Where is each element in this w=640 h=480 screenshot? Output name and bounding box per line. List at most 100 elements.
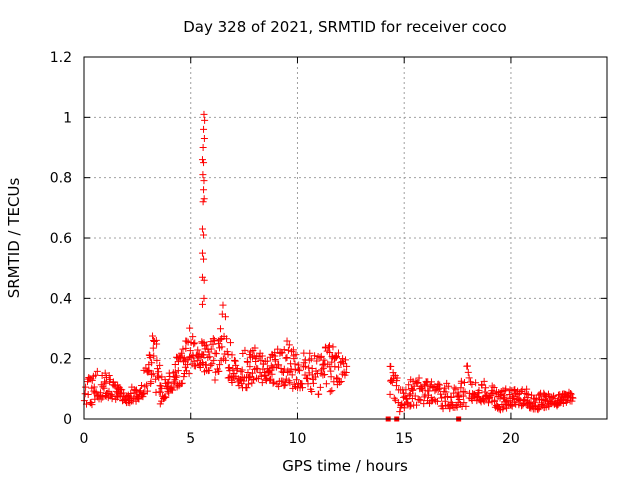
data-point	[180, 373, 188, 381]
data-point	[465, 374, 473, 382]
data-point	[524, 391, 532, 399]
data-point	[342, 356, 350, 364]
data-point	[288, 348, 296, 356]
data-point	[143, 387, 151, 395]
data-point	[433, 397, 441, 405]
data-point	[331, 363, 339, 371]
data-point	[88, 401, 96, 409]
data-point	[414, 378, 422, 386]
data-point	[205, 366, 213, 374]
data-point	[505, 391, 513, 399]
data-point	[455, 396, 463, 404]
data-point	[413, 401, 421, 409]
data-point	[81, 390, 89, 398]
data-point	[316, 383, 324, 391]
data-points	[80, 110, 577, 422]
data-point	[268, 370, 276, 378]
data-point	[179, 345, 187, 353]
data-point	[200, 159, 208, 167]
data-point	[441, 384, 449, 392]
data-point	[186, 324, 194, 332]
data-point	[203, 341, 211, 349]
data-point	[326, 388, 334, 396]
data-point	[430, 396, 438, 404]
data-point	[178, 379, 186, 387]
data-point	[270, 378, 278, 386]
data-point	[207, 345, 215, 353]
data-point	[405, 391, 413, 399]
data-point	[328, 387, 336, 395]
data-point	[280, 365, 288, 373]
data-point	[149, 344, 157, 352]
data-point	[82, 383, 90, 391]
data-point	[491, 396, 499, 404]
data-point	[210, 336, 218, 344]
data-point	[311, 352, 319, 360]
data-point	[198, 273, 206, 281]
data-point	[453, 403, 461, 411]
data-point	[421, 382, 429, 390]
data-point	[228, 351, 236, 359]
data-point	[460, 399, 468, 407]
data-point	[569, 394, 577, 402]
data-point	[457, 384, 465, 392]
data-point	[444, 392, 452, 400]
x-tick-label: 10	[289, 431, 307, 447]
data-point	[510, 386, 518, 394]
data-point	[222, 356, 230, 364]
data-point	[134, 394, 142, 402]
data-point	[405, 381, 413, 389]
data-point	[211, 376, 219, 384]
data-point	[275, 361, 283, 369]
data-point	[221, 313, 229, 321]
data-point	[326, 342, 334, 350]
data-point	[512, 400, 520, 408]
data-point	[329, 343, 337, 351]
y-tick-label: 0.2	[50, 352, 72, 368]
data-point	[283, 337, 291, 345]
data-point	[308, 387, 316, 395]
data-point	[461, 388, 469, 396]
data-point	[317, 352, 325, 360]
x-tick-label: 20	[502, 431, 520, 447]
data-point	[153, 356, 161, 364]
data-point	[280, 382, 288, 390]
data-point	[500, 392, 508, 400]
data-point	[266, 375, 274, 383]
data-point	[144, 368, 152, 376]
data-point	[263, 357, 271, 365]
data-point	[327, 373, 335, 381]
data-point	[189, 352, 197, 360]
data-point	[248, 353, 256, 361]
data-point	[406, 390, 414, 398]
data-point	[200, 276, 208, 284]
data-point	[413, 379, 421, 387]
axis-ticks: 0 0.2 0.4 0.6 0.8 1 1.2 0 5 10 15 20	[50, 50, 607, 447]
data-point	[244, 369, 252, 377]
y-tick-label: 1.2	[50, 50, 72, 66]
data-point	[245, 380, 253, 388]
data-point	[271, 357, 279, 365]
data-point	[216, 361, 224, 369]
data-point	[295, 361, 303, 369]
data-point	[232, 361, 240, 369]
data-point	[396, 408, 404, 416]
data-point	[321, 370, 329, 378]
data-point	[568, 397, 576, 405]
data-point	[216, 336, 224, 344]
data-point	[563, 393, 571, 401]
data-point	[169, 386, 177, 394]
data-point	[283, 353, 291, 361]
data-point	[337, 378, 345, 386]
data-point	[285, 341, 293, 349]
data-point	[287, 365, 295, 373]
data-point	[326, 348, 334, 356]
data-point	[269, 379, 277, 387]
data-point	[145, 367, 153, 375]
data-point	[199, 171, 207, 179]
data-point	[271, 349, 279, 357]
data-point	[143, 381, 151, 389]
data-point	[168, 385, 176, 393]
x-tick-label: 15	[395, 431, 413, 447]
data-point	[429, 384, 437, 392]
